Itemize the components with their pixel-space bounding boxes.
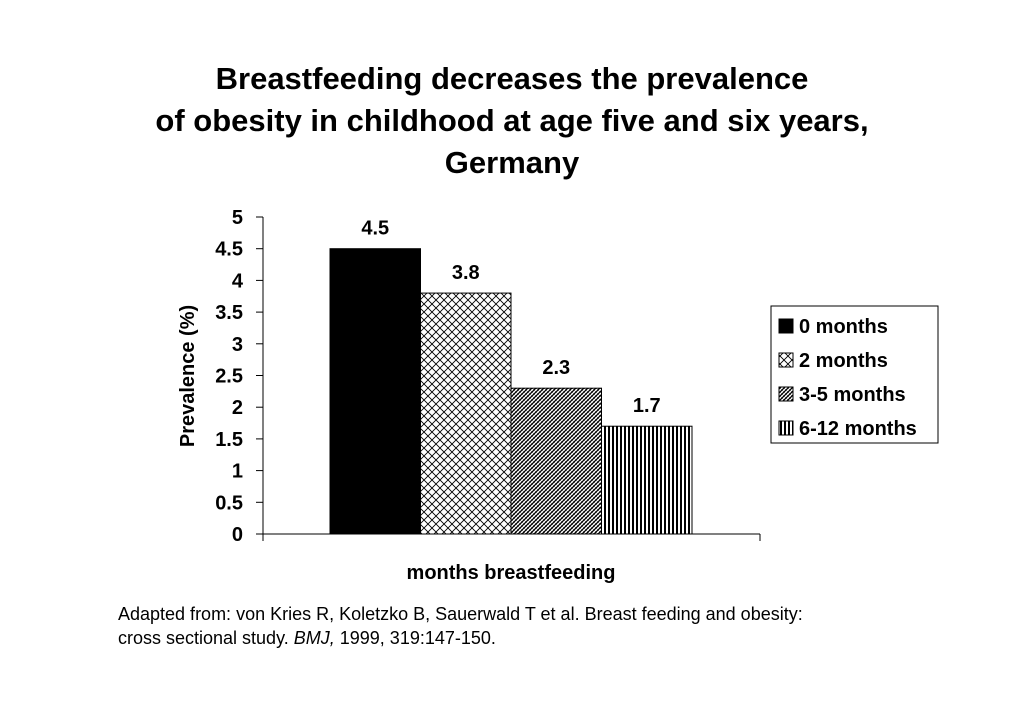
bar-label-6-12-months: 1.7 xyxy=(633,395,661,417)
citation-line-2: cross sectional study. BMJ, 1999, 319:14… xyxy=(118,626,978,650)
citation-line-1: Adapted from: von Kries R, Koletzko B, S… xyxy=(118,604,803,624)
title-line-3: Germany xyxy=(444,145,580,180)
bar-2-months xyxy=(420,292,512,535)
legend-label-0-months: 0 months xyxy=(799,316,888,338)
y-tick-label-0: 0 xyxy=(232,524,243,546)
y-tick-label-6: 3 xyxy=(232,334,243,356)
title-line-1: Breastfeeding decreases the prevalence xyxy=(215,61,809,96)
chart-title: Breastfeeding decreases the prevalence o… xyxy=(0,58,1024,184)
y-tick-label-5: 2.5 xyxy=(215,366,243,388)
citation-prefix: cross sectional study. xyxy=(118,628,294,648)
legend-label-6-12-months: 6-12 months xyxy=(799,418,917,440)
y-tick-label-9: 4.5 xyxy=(215,239,243,261)
y-tick-label-7: 3.5 xyxy=(215,302,243,324)
y-tick-label-2: 1 xyxy=(232,461,243,483)
y-tick-label-1: 0.5 xyxy=(215,492,243,514)
legend-label-3-5-months: 3-5 months xyxy=(799,384,906,406)
bar-3-5-months xyxy=(510,387,602,535)
y-tick-label-10: 5 xyxy=(232,207,243,229)
legend-swatch-0-months xyxy=(778,318,794,334)
citation-journal: BMJ, xyxy=(293,628,335,648)
y-tick-label-8: 4 xyxy=(232,270,244,292)
legend-box xyxy=(770,305,939,444)
x-axis-label: months breastfeeding xyxy=(407,562,616,584)
bar-label-2-months: 3.8 xyxy=(452,262,480,284)
source-citation: Adapted from: von Kries R, Koletzko B, S… xyxy=(118,602,978,650)
bar-6-12-months xyxy=(601,425,693,535)
y-tick-label-3: 1.5 xyxy=(215,429,243,451)
title-line-2: of obesity in childhood at age five and … xyxy=(155,103,869,138)
citation-suffix: 1999, 319:147-150. xyxy=(334,628,496,648)
legend-swatch-2-months xyxy=(778,352,794,368)
bar-0-months xyxy=(329,248,421,535)
legend-swatch-3-5-months xyxy=(778,386,794,402)
bar-label-3-5-months: 2.3 xyxy=(542,357,570,379)
bar-label-0-months: 4.5 xyxy=(361,218,389,240)
legend-label-2-months: 2 months xyxy=(799,350,888,372)
y-axis-label: Prevalence (%) xyxy=(177,305,199,447)
y-tick-label-4: 2 xyxy=(232,397,243,419)
legend-swatch-6-12-months xyxy=(778,420,794,436)
legend: 0 months 2 months 3-5 months 6-12 months xyxy=(770,305,939,444)
